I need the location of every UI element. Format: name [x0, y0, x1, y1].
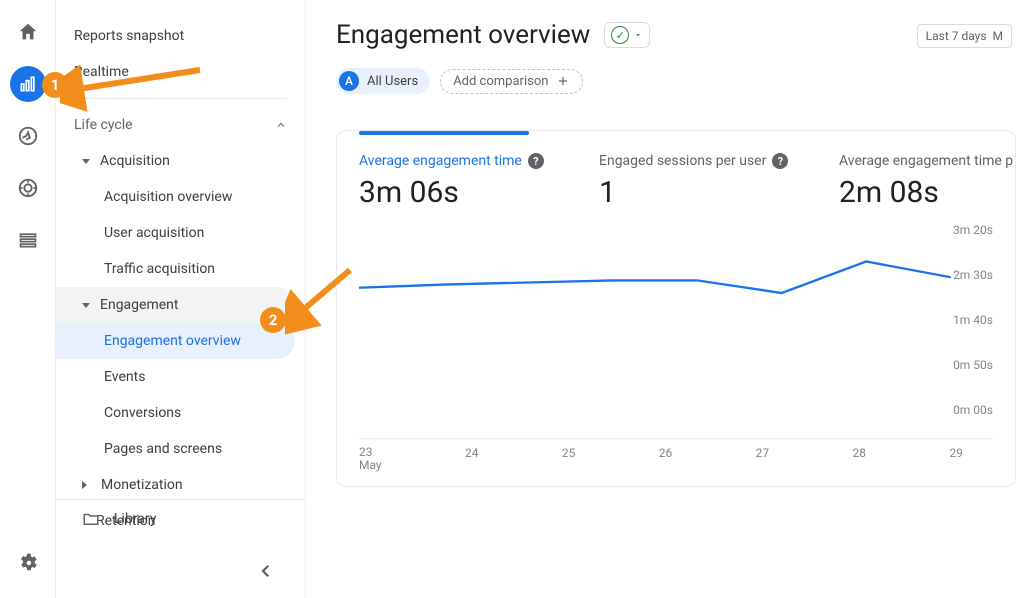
group-label: Engagement [100, 297, 178, 313]
help-icon[interactable]: ? [772, 153, 788, 169]
folder-icon [82, 510, 100, 528]
sidebar-group-acquisition[interactable]: Acquisition [56, 143, 305, 179]
segment-letter: A [339, 71, 359, 91]
chevron-left-icon [257, 562, 275, 580]
plus-icon [556, 74, 570, 88]
annotation-arrow-2 [285, 260, 365, 340]
annotation-arrow-1 [60, 55, 210, 115]
x-tick-label: 29 [949, 446, 963, 472]
metric-avg-engagement-session[interactable]: Average engagement time p 2m 08s [839, 153, 1016, 210]
metric-value: 3m 06s [359, 175, 549, 210]
segment-label: All Users [367, 74, 418, 89]
metric-label-text: Engaged sessions per user [599, 153, 766, 169]
library-label: Library [114, 511, 156, 527]
metric-avg-engagement-time[interactable]: Average engagement time ? 3m 06s [359, 153, 549, 210]
y-tick-label: 2m 30s [953, 268, 993, 282]
x-tick-label: 23May [359, 446, 382, 472]
metric-label: Average engagement time ? [359, 153, 549, 169]
caret-down-icon [82, 159, 90, 164]
add-comparison-label: Add comparison [453, 74, 548, 89]
reports-icon[interactable] [16, 72, 40, 96]
home-icon[interactable] [16, 20, 40, 44]
sidebar-item-snapshot[interactable]: Reports snapshot [56, 18, 305, 54]
metric-value: 2m 08s [839, 175, 1016, 210]
metric-label-text: Average engagement time [359, 153, 522, 169]
metrics-row: Average engagement time ? 3m 06s Engaged… [359, 153, 993, 210]
main-content: Engagement overview ✓ Last 7 days M A Al… [306, 0, 1024, 598]
explore-icon[interactable] [16, 124, 40, 148]
y-tick-label: 0m 50s [953, 358, 993, 372]
chart-svg [359, 230, 993, 440]
sidebar-item-traffic-acq[interactable]: Traffic acquisition [56, 251, 305, 287]
filter-row: A All Users Add comparison [336, 68, 1016, 94]
group-label: Acquisition [100, 153, 170, 169]
metric-label: Engaged sessions per user ? [599, 153, 789, 169]
y-tick-label: 0m 00s [953, 403, 993, 417]
group-label: Monetization [101, 477, 183, 493]
engagement-line-chart: 3m 20s2m 30s1m 40s0m 50s0m 00s [359, 230, 993, 440]
metric-label: Average engagement time p [839, 153, 1016, 169]
sidebar-item-user-acq[interactable]: User acquisition [56, 215, 305, 251]
segment-chip-allusers[interactable]: A All Users [336, 68, 430, 94]
x-tick-label: 26 [659, 446, 673, 472]
x-tick-label: 25 [562, 446, 576, 472]
settings-icon[interactable] [16, 550, 40, 574]
engagement-card: Average engagement time ? 3m 06s Engaged… [336, 130, 1016, 487]
y-tick-label: 3m 20s [953, 223, 993, 237]
help-icon[interactable]: ? [528, 153, 544, 169]
sidebar-item-events[interactable]: Events [56, 359, 305, 395]
chevron-up-icon [275, 119, 287, 131]
sidebar-item-acq-overview[interactable]: Acquisition overview [56, 179, 305, 215]
metric-label-text: Average engagement time p [839, 153, 1013, 169]
x-axis: 23May 24 25 26 27 28 29 [359, 440, 993, 472]
annotation-badge-2: 2 [260, 307, 286, 333]
sidebar-item-engagement-overview[interactable]: Engagement overview [56, 323, 295, 359]
caret-right-icon [82, 481, 91, 489]
annotation-badge-1: 1 [42, 72, 68, 98]
page-title: Engagement overview [336, 20, 590, 50]
x-tick-label: 24 [465, 446, 479, 472]
x-tick-label: 27 [756, 446, 770, 472]
x-tick-label: 28 [853, 446, 867, 472]
metric-engaged-sessions[interactable]: Engaged sessions per user ? 1 [599, 153, 789, 210]
section-label: Life cycle [74, 117, 133, 133]
y-tick-label: 1m 40s [953, 313, 993, 327]
date-range-picker[interactable]: Last 7 days M [917, 24, 1012, 48]
sidebar-group-monetization[interactable]: Monetization [56, 467, 305, 503]
advertising-icon[interactable] [16, 176, 40, 200]
sidebar-library[interactable]: Library [56, 499, 305, 538]
sidebar-item-pages-screens[interactable]: Pages and screens [56, 431, 305, 467]
sidebar-item-conversions[interactable]: Conversions [56, 395, 305, 431]
caret-down-icon [633, 30, 643, 40]
configure-icon[interactable] [16, 228, 40, 252]
status-chip[interactable]: ✓ [604, 22, 650, 48]
date-range-label: Last 7 days [926, 29, 987, 43]
check-circle-icon: ✓ [611, 26, 629, 44]
active-metric-indicator [359, 131, 529, 135]
collapse-sidebar-button[interactable] [257, 561, 275, 586]
caret-down-icon [82, 303, 90, 308]
title-row: Engagement overview ✓ [336, 20, 1016, 50]
metric-value: 1 [599, 175, 789, 210]
add-comparison-button[interactable]: Add comparison [440, 69, 583, 94]
